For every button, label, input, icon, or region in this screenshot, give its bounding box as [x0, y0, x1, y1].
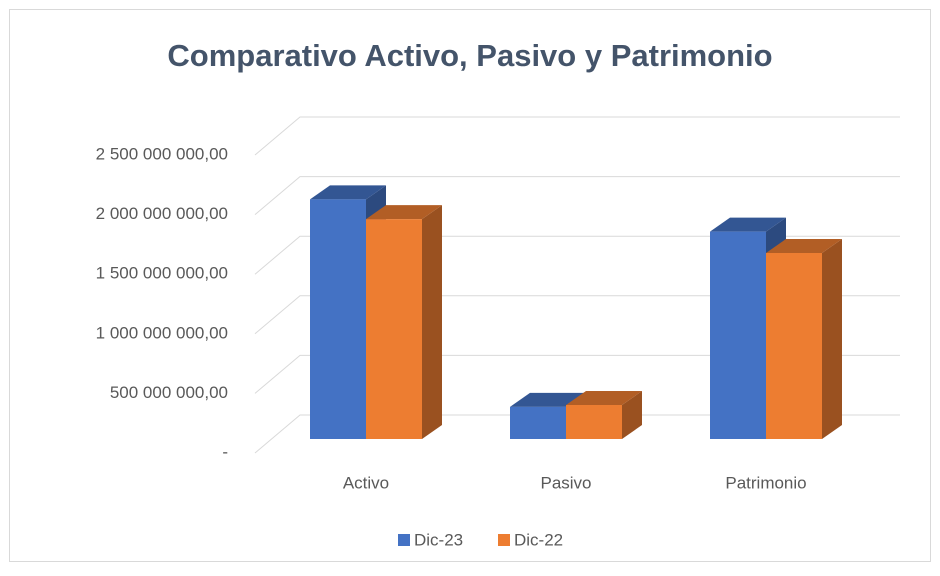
legend-label: Dic-23: [414, 530, 463, 549]
grid-line: [254, 295, 900, 335]
x-tick-label: Pasivo: [540, 473, 591, 492]
grid-line: [254, 354, 900, 394]
y-tick-label: 2 000 000 000,00: [96, 204, 228, 223]
y-tick-label: 2 500 000 000,00: [96, 144, 228, 163]
chart-title: Comparativo Activo, Pasivo y Patrimonio: [167, 38, 772, 73]
x-tick-label: Activo: [343, 473, 389, 492]
legend-swatch: [498, 534, 510, 546]
grid-line: [254, 116, 900, 156]
y-tick-label: 500 000 000,00: [110, 383, 228, 402]
bar-face: [710, 231, 766, 439]
grid-line: [254, 235, 900, 275]
bar-face: [566, 405, 622, 439]
bar: [366, 205, 442, 439]
y-tick-label: -: [222, 442, 228, 461]
x-tick-label: Patrimonio: [725, 473, 806, 492]
legend-label: Dic-22: [514, 530, 563, 549]
bar-face: [422, 205, 442, 439]
bar: [566, 391, 642, 439]
bar-face: [622, 391, 642, 439]
y-tick-label: 1 000 000 000,00: [96, 323, 228, 342]
bar-face: [822, 239, 842, 439]
y-tick-label: 1 500 000 000,00: [96, 264, 228, 283]
bar-face: [366, 219, 422, 439]
bar-face: [310, 199, 366, 439]
bar-face: [766, 239, 842, 254]
bar-face: [766, 253, 822, 439]
bar: [766, 239, 842, 439]
bar-face: [510, 406, 566, 439]
bar-face: [366, 205, 442, 220]
bar-face: [710, 217, 786, 232]
grid-line: [254, 176, 900, 215]
bar-face: [510, 392, 586, 407]
bar-face: [566, 391, 642, 406]
bar-face: [310, 185, 386, 200]
grid-line: [254, 414, 900, 454]
legend-swatch: [398, 534, 410, 546]
